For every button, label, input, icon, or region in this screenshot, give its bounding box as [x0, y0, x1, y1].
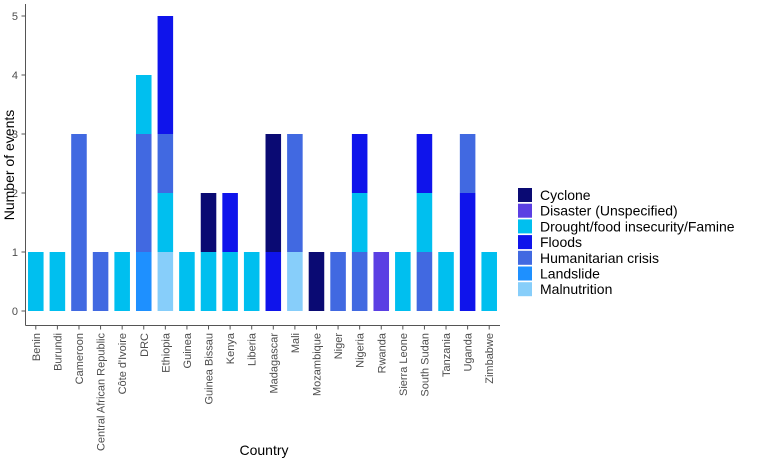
bar-segment [157, 193, 174, 252]
bar-segment [179, 252, 195, 311]
x-tick-label: Guinea Bissau [204, 333, 216, 405]
bar-segment [351, 193, 368, 252]
bar-segment [157, 16, 174, 134]
bar-segment [416, 134, 433, 193]
legend-swatch [518, 266, 532, 281]
bar-segment [287, 134, 303, 252]
bar-segment [395, 252, 411, 311]
bar-segment [222, 193, 238, 252]
axes [25, 4, 500, 326]
bar-segment [416, 252, 433, 311]
bar-segment [114, 252, 130, 311]
bar-segment [157, 134, 174, 193]
bar-segment [200, 193, 217, 252]
bar-segment [71, 134, 87, 311]
bar-segment [49, 252, 66, 311]
bar-segment [416, 193, 433, 252]
x-tick-label: Burundi [52, 333, 64, 371]
x-tick-label: Nigeria [355, 332, 367, 368]
y-tick-label: 5 [12, 11, 18, 23]
x-tick-label: Mozambique [311, 333, 323, 396]
bar-segment [265, 134, 282, 252]
x-tick-label: South Sudan [419, 333, 431, 397]
bar-segment [459, 134, 476, 193]
x-tick-label: Mali [290, 333, 302, 353]
y-tick-label: 3 [12, 129, 18, 141]
x-tick-label: Benin [31, 333, 43, 361]
x-tick-label: Ethiopia [160, 332, 172, 373]
legend-swatch [518, 250, 532, 265]
x-axis-title: Country [239, 442, 288, 458]
y-ticks: 0 1 2 3 4 5 [12, 11, 26, 318]
bar-segment [351, 252, 368, 311]
x-ticks: Benin Burundi Cameroon Central African Repu… [31, 325, 496, 452]
bar-segment [28, 252, 44, 311]
legend-label: Cyclone [540, 187, 591, 203]
y-tick-label: 1 [12, 247, 18, 259]
x-tick-label: Madagascar [268, 333, 280, 394]
x-tick-label: Central African Republic [96, 333, 108, 452]
bar-segment [459, 193, 476, 311]
legend-swatch [518, 188, 532, 202]
legend-label: Drought/food insecurity/Famine [540, 218, 735, 234]
x-tick-label: Guinea [182, 332, 194, 368]
x-tick-label: Liberia [247, 332, 259, 366]
bar-segment [287, 252, 303, 311]
y-axis-title: Number of events [1, 110, 17, 221]
y-tick-label: 2 [12, 188, 18, 200]
bar-segment [373, 252, 390, 311]
bar-segment [157, 252, 174, 311]
y-tick-label: 0 [12, 306, 18, 318]
bar-segment [265, 252, 282, 311]
legend-label: Malnutrition [540, 281, 612, 297]
x-tick-label: DRC [139, 333, 151, 357]
bar-segment [135, 75, 152, 134]
y-tick-label: 4 [12, 70, 18, 82]
x-tick-label: Zimbabwe [484, 333, 496, 384]
x-tick-label: Tanzania [441, 332, 453, 377]
legend-label: Humanitarian crisis [540, 250, 659, 266]
legend-label: Disaster (Unspecified) [540, 203, 678, 219]
bar-segment [330, 252, 346, 311]
x-tick-label: Uganda [463, 332, 475, 371]
x-tick-label: Sierra Leone [398, 333, 410, 396]
legend-swatch [518, 203, 532, 218]
bar-segment [92, 252, 109, 311]
legend-label: Floods [540, 234, 582, 250]
legend-swatch [518, 235, 532, 250]
bar-segment [222, 252, 238, 311]
bar-segment [135, 252, 152, 311]
x-tick-label: Cameroon [74, 333, 86, 384]
bars [28, 16, 497, 311]
legend-label: Landslide [540, 266, 600, 282]
bar-segment [243, 252, 260, 311]
legend-swatch [518, 219, 532, 234]
x-tick-label: Niger [333, 333, 345, 360]
legend-swatch [518, 282, 532, 297]
bar-segment [351, 134, 368, 193]
bar-segment [438, 252, 454, 311]
x-tick-label: Côte d'Ivoire [117, 333, 129, 394]
bar-segment [308, 252, 325, 311]
bar-segment [481, 252, 497, 311]
bar-segment [135, 134, 152, 252]
x-tick-label: Rwanda [376, 332, 388, 373]
x-tick-label: Kenya [225, 332, 237, 364]
bar-segment [200, 252, 217, 311]
